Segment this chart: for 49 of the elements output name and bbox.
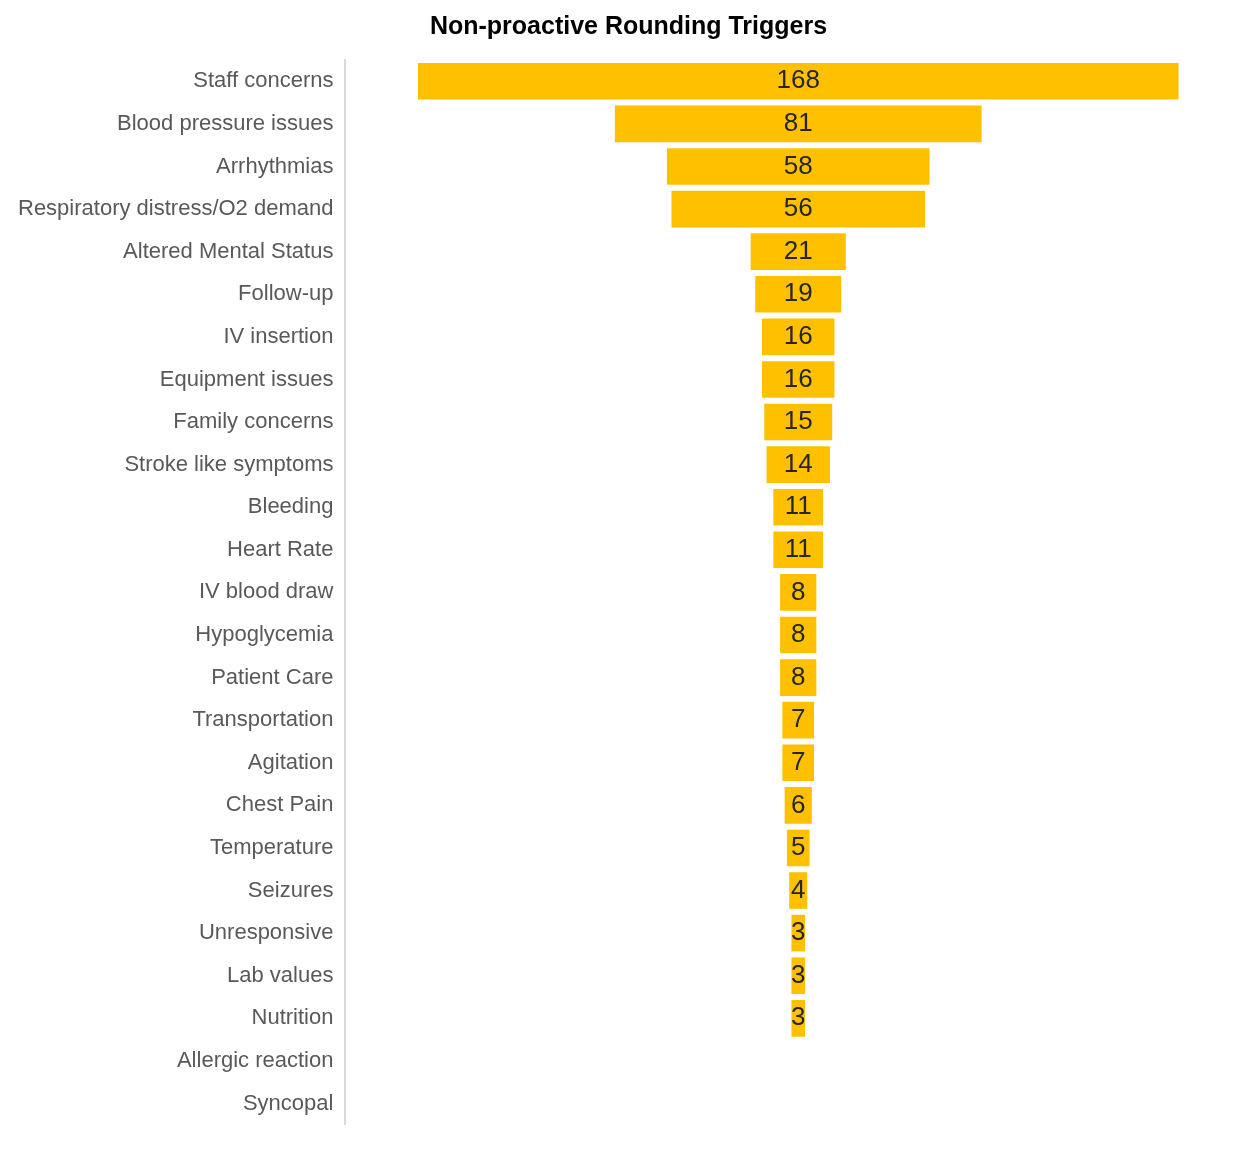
category-label: Blood pressure issues xyxy=(117,109,334,135)
category-label: Family concerns xyxy=(173,408,334,434)
category-label: Unresponsive xyxy=(198,919,334,945)
category-label: Arrhythmias xyxy=(216,152,334,178)
category-label: Allergic reaction xyxy=(176,1046,334,1072)
category-label: Nutrition xyxy=(251,1004,334,1030)
category-label: Seizures xyxy=(247,876,334,902)
data-label: 11 xyxy=(784,532,812,563)
data-label: 8 xyxy=(791,618,806,649)
text: Non-proactive Rounding Triggers xyxy=(429,10,828,39)
data-label: 14 xyxy=(783,447,813,478)
data-label: 16 xyxy=(783,362,813,393)
category-label: Agitation xyxy=(247,748,334,774)
category-label: Patient Care xyxy=(211,663,334,689)
data-label: 7 xyxy=(791,745,806,776)
category-label: Staff concerns xyxy=(193,67,334,93)
category-label: Lab values xyxy=(227,961,334,987)
category-label: IV blood draw xyxy=(198,578,334,604)
data-label: 7 xyxy=(791,703,806,734)
data-label: 56 xyxy=(783,192,813,223)
category-label: Respiratory distress/O2 demand xyxy=(18,195,334,221)
category-label: Temperature xyxy=(209,834,334,860)
data-label: 4 xyxy=(791,873,806,904)
data-label: 21 xyxy=(783,234,813,265)
data-label: 15 xyxy=(783,405,813,436)
data-label: 19 xyxy=(783,277,813,308)
data-label: 3 xyxy=(791,1001,806,1032)
category-label: Follow-up xyxy=(238,280,334,306)
category-label: Hypoglycemia xyxy=(195,621,335,647)
data-label: 58 xyxy=(783,149,813,180)
category-label: Altered Mental Status xyxy=(123,237,334,263)
data-label: 168 xyxy=(776,64,820,95)
category-label: IV insertion xyxy=(223,322,334,348)
category-label: Chest Pain xyxy=(225,791,334,817)
data-label: 8 xyxy=(791,660,806,691)
data-label: 11 xyxy=(784,490,812,521)
data-label: 3 xyxy=(791,958,806,989)
data-label: 81 xyxy=(783,107,813,138)
category-label: Transportation xyxy=(192,706,334,732)
data-label: 16 xyxy=(783,320,813,351)
category-label: Equipment issues xyxy=(159,365,334,391)
data-label: 5 xyxy=(791,831,806,862)
data-label: 6 xyxy=(791,788,806,819)
category-label: Heart Rate xyxy=(227,535,334,561)
data-label: 8 xyxy=(791,575,806,606)
category-label: Stroke like symptoms xyxy=(124,450,334,476)
data-label: 3 xyxy=(791,916,806,947)
category-label: Bleeding xyxy=(247,493,334,519)
category-label: Syncopal xyxy=(242,1089,334,1115)
